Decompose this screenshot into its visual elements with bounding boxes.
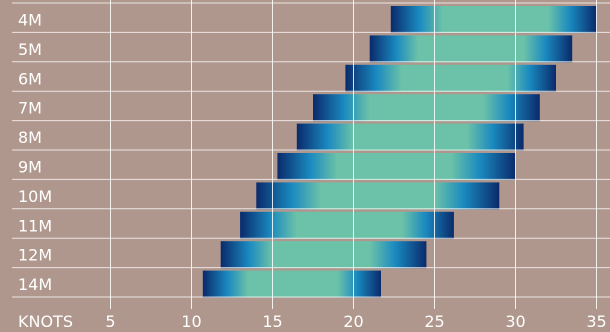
size-label-10m: 10M bbox=[18, 187, 52, 206]
range-bar-12m bbox=[220, 241, 427, 269]
size-label-11m: 11M bbox=[18, 216, 52, 235]
range-bar-14m bbox=[202, 270, 381, 298]
range-bar-7m bbox=[313, 94, 540, 122]
size-label-4m: 4M bbox=[18, 11, 42, 30]
size-label-14m: 14M bbox=[18, 275, 52, 294]
range-bar-10m bbox=[256, 182, 500, 210]
range-bar-4m bbox=[390, 6, 597, 33]
range-bar-6m bbox=[345, 64, 556, 92]
x-axis-title: KNOTS bbox=[18, 312, 73, 331]
size-label-6m: 6M bbox=[18, 69, 42, 88]
size-label-7m: 7M bbox=[18, 99, 42, 118]
x-axis: KNOTS 5 10 15 20 25 30 35 bbox=[18, 312, 607, 331]
x-tick-label-5: 5 bbox=[105, 312, 115, 331]
size-label-9m: 9M bbox=[18, 158, 42, 177]
range-bars bbox=[202, 6, 597, 298]
x-tick-label-20: 20 bbox=[343, 312, 363, 331]
size-label-5m: 5M bbox=[18, 40, 42, 59]
range-bar-9m bbox=[277, 153, 516, 180]
size-label-12m: 12M bbox=[18, 246, 52, 265]
range-bar-8m bbox=[296, 123, 524, 151]
size-label-8m: 8M bbox=[18, 128, 42, 147]
x-tick-label-15: 15 bbox=[262, 312, 282, 331]
x-tick-label-30: 30 bbox=[505, 312, 525, 331]
x-tick-label-25: 25 bbox=[424, 312, 444, 331]
gridlines bbox=[12, 0, 610, 309]
range-bar-11m bbox=[240, 211, 454, 239]
size-labels: 4M 5M 6M 7M 8M 9M 10M 11M 12M 14M bbox=[18, 11, 52, 295]
range-bar-5m bbox=[369, 35, 573, 63]
x-tick-label-10: 10 bbox=[181, 312, 201, 331]
x-tick-label-35: 35 bbox=[586, 312, 606, 331]
